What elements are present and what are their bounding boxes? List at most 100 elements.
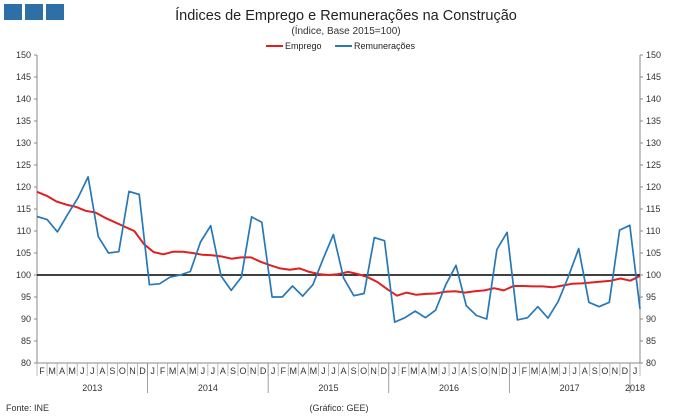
month-label: F (39, 366, 45, 376)
year-label: 2014 (198, 383, 218, 393)
legend-label-remuneracoes: Remunerações (354, 41, 416, 51)
month-label: J (271, 366, 276, 376)
month-label: N (370, 366, 377, 376)
month-label: A (542, 366, 548, 376)
month-label: A (220, 366, 226, 376)
month-label: D (380, 366, 387, 376)
chart-subtitle: (Índice, Base 2015=100) (291, 24, 400, 37)
month-label: M (290, 366, 298, 376)
month-label: A (180, 366, 186, 376)
month-label: D (501, 366, 508, 376)
y-tick-label-right: 135 (646, 116, 661, 126)
y-tick-label-right: 100 (646, 270, 661, 280)
month-label: N (129, 366, 136, 376)
month-label: J (90, 366, 95, 376)
y-tick-label-right: 85 (646, 336, 656, 346)
graphic-note: (Gráfico: GEE) (309, 403, 368, 413)
series-line-remuneracoes (36, 176, 641, 323)
month-label: J (321, 366, 326, 376)
month-label: J (80, 366, 85, 376)
y-tick-label-right: 80 (646, 358, 656, 368)
y-tick-label-right: 120 (646, 182, 661, 192)
series-line-emprego (36, 190, 641, 297)
month-label: M (430, 366, 438, 376)
year-label: 2013 (82, 383, 102, 393)
month-label: O (360, 366, 367, 376)
year-label: 2018 (625, 383, 645, 393)
month-label: S (471, 366, 477, 376)
y-tick-label-left: 100 (16, 270, 31, 280)
logo-square (4, 4, 22, 20)
month-label: J (392, 366, 397, 376)
y-tick-label-right: 145 (646, 72, 661, 82)
plot-area: 80 80 85 85 90 90 95 95 100 100 105 105 110 110 115 115… (16, 50, 661, 368)
y-tick-label-left: 90 (21, 314, 31, 324)
y-tick-label-left: 145 (16, 72, 31, 82)
y-tick-label-left: 105 (16, 248, 31, 258)
month-label: N (612, 366, 619, 376)
y-tick-label-right: 110 (646, 226, 660, 236)
month-label: O (601, 366, 608, 376)
year-label: 2016 (439, 383, 459, 393)
month-label: J (150, 366, 155, 376)
month-label: M (68, 366, 76, 376)
month-label: M (48, 366, 56, 376)
y-tick-label-left: 130 (16, 138, 31, 148)
y-tick-label-left: 140 (16, 94, 31, 104)
month-label: A (461, 366, 467, 376)
month-label: N (250, 366, 257, 376)
month-label: J (512, 366, 517, 376)
y-tick-label-right: 125 (646, 160, 661, 170)
month-label: A (300, 366, 306, 376)
month-label: S (109, 366, 115, 376)
month-label: M (310, 366, 318, 376)
y-tick-label-right: 150 (646, 50, 661, 60)
month-label: M (551, 366, 559, 376)
month-label: M (189, 366, 197, 376)
month-label: M (410, 366, 418, 376)
month-label: J (562, 366, 567, 376)
y-tick-label-right: 105 (646, 248, 661, 258)
month-label: J (331, 366, 336, 376)
month-label: M (169, 366, 177, 376)
y-tick-label-left: 125 (16, 160, 31, 170)
month-label: D (622, 366, 629, 376)
month-label: S (230, 366, 236, 376)
month-label: F (280, 366, 286, 376)
y-tick-label-right: 95 (646, 292, 656, 302)
y-tick-label-right: 115 (646, 204, 660, 214)
y-tick-label-left: 115 (17, 204, 31, 214)
month-label: A (59, 366, 65, 376)
month-label: J (211, 366, 216, 376)
y-tick-label-right: 90 (646, 314, 656, 324)
y-tick-label-left: 135 (16, 116, 31, 126)
legend-label-emprego: Emprego (285, 41, 322, 51)
month-label: A (99, 366, 105, 376)
month-label: O (481, 366, 488, 376)
month-label: N (491, 366, 498, 376)
month-label: F (160, 366, 166, 376)
series-group (36, 176, 641, 323)
y-tick-label-left: 110 (17, 226, 31, 236)
month-label: D (260, 366, 267, 376)
month-label: D (139, 366, 146, 376)
y-tick-label-right: 130 (646, 138, 661, 148)
month-label: J (442, 366, 447, 376)
chart-title: Índices de Emprego e Remunerações na Con… (175, 7, 517, 24)
y-tick-label-left: 150 (16, 50, 31, 60)
legend: Emprego Remunerações (266, 41, 416, 51)
month-label: O (240, 366, 247, 376)
month-label: J (201, 366, 206, 376)
y-tick-label-left: 80 (21, 358, 31, 368)
month-label: A (341, 366, 347, 376)
y-tick-label-right: 140 (646, 94, 661, 104)
logo-square (46, 4, 64, 20)
y-tick-label-left: 120 (16, 182, 31, 192)
y-tick-label-left: 95 (21, 292, 31, 302)
y-tick-label-left: 85 (21, 336, 31, 346)
month-label: M (531, 366, 539, 376)
month-label: J (452, 366, 457, 376)
month-label: A (582, 366, 588, 376)
